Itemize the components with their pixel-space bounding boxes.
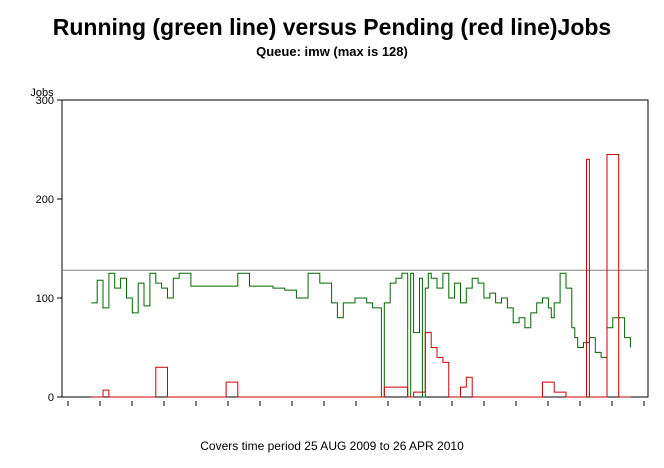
chart-title: Running (green line) versus Pending (red…: [52, 14, 612, 40]
y-tick-label: 200: [36, 194, 54, 206]
chart-axes: 0 100 200 300: [36, 95, 649, 406]
y-tick-label: 100: [36, 293, 54, 305]
y-tick-label: 0: [48, 392, 54, 404]
chart-footnote: Covers time period 25 AUG 2009 to 26 APR…: [200, 439, 464, 453]
data-series: [91, 154, 631, 398]
chart-subtitle: Queue: imw (max is 128): [256, 44, 408, 59]
series-line-pending: [91, 154, 631, 398]
y-axis-label: Jobs: [30, 87, 54, 99]
plot-frame: [61, 99, 649, 398]
y-tick-label: 300: [36, 95, 54, 107]
series-line-running: [91, 272, 631, 398]
